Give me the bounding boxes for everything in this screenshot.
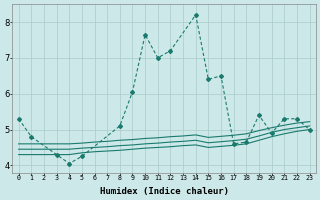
X-axis label: Humidex (Indice chaleur): Humidex (Indice chaleur) [100,187,228,196]
